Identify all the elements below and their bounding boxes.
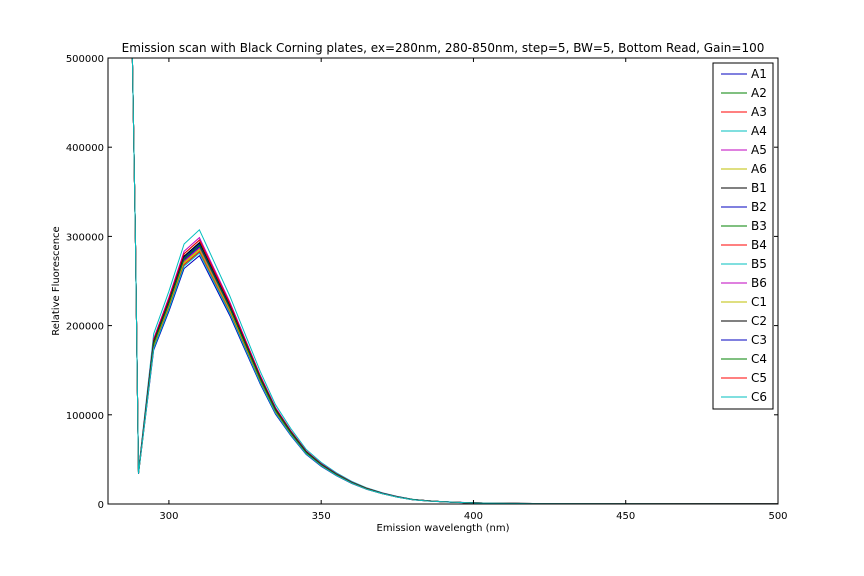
x-tick-label: 350: [312, 511, 331, 522]
x-axis-ticks: 300 350 400 450 500: [159, 58, 788, 522]
legend-label-b5: B5: [751, 257, 767, 271]
legend-label-a4: A4: [751, 124, 767, 138]
legend-label-c5: C5: [751, 371, 767, 385]
y-tick-label: 0: [98, 500, 104, 511]
x-tick-label: 400: [464, 511, 483, 522]
legend-label-c3: C3: [751, 333, 767, 347]
legend-label-a6: A6: [751, 162, 767, 176]
x-tick-label: 450: [616, 511, 635, 522]
legend-label-a3: A3: [751, 105, 767, 119]
legend-label-c1: C1: [751, 295, 767, 309]
y-axis-label: Relative Fluorescence: [51, 226, 62, 335]
x-axis-label: Emission wavelength (nm): [377, 523, 510, 534]
legend-label-c4: C4: [751, 352, 767, 366]
y-tick-label: 500000: [66, 54, 104, 65]
legend-label-c2: C2: [751, 314, 767, 328]
y-tick-label: 200000: [66, 322, 104, 333]
y-axis-ticks: 0 100000 200000 300000 400000 500000: [66, 54, 778, 511]
axes-frame: [107, 57, 779, 505]
legend-box: [712, 62, 774, 410]
y-tick-label: 300000: [66, 232, 104, 243]
y-tick-label: 100000: [66, 411, 104, 422]
series-layer: [131, 58, 778, 504]
legend-label-b2: B2: [751, 200, 767, 214]
x-tick-label: 500: [768, 511, 787, 522]
legend-label-b6: B6: [751, 276, 767, 290]
legend: A1 A2 A3 A4 A5 A6 B1 B2 B3 B4 B5 B6 C1 C2 C3 C4 C5 C6: [712, 62, 774, 410]
legend-label-a1: A1: [751, 67, 767, 81]
legend-label-b4: B4: [751, 238, 767, 252]
legend-label-b1: B1: [751, 181, 767, 195]
legend-label-a2: A2: [751, 86, 767, 100]
series-line-c6: [131, 58, 778, 504]
legend-label-a5: A5: [751, 143, 767, 157]
plot-area: 300 350 400 450 500 0 100000 200000 300000 40000…: [66, 54, 788, 522]
x-tick-label: 300: [159, 511, 178, 522]
chart-title: Emission scan with Black Corning plates,…: [122, 41, 765, 55]
legend-label-c6: C6: [751, 390, 767, 404]
y-tick-label: 400000: [66, 143, 104, 154]
legend-label-b3: B3: [751, 219, 767, 233]
legend-items: A1 A2 A3 A4 A5 A6 B1 B2 B3 B4 B5 B6 C1 C2 C3 C4 C5 C6: [721, 67, 767, 404]
